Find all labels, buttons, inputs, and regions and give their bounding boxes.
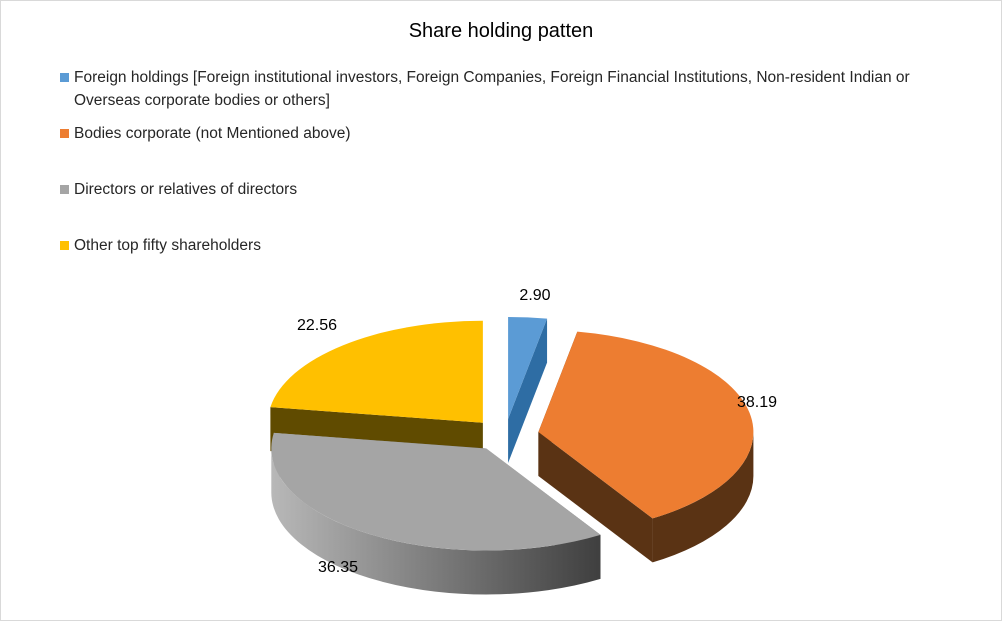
- legend-swatch-bodies-corporate: [60, 129, 69, 138]
- pie-slice-bodies-corporate-wall-outer: [652, 431, 754, 563]
- legend-label-other-top-fifty: Other top fifty shareholders: [74, 237, 261, 254]
- legend-item-bodies-corporate: Bodies corporate (not Mentioned above): [60, 122, 960, 145]
- pie-slice-foreign-holdings: [508, 316, 548, 419]
- data-label-foreign-holdings: 2.90: [519, 287, 550, 304]
- legend-swatch-directors: [60, 185, 69, 194]
- legend-item-directors: Directors or relatives of directors: [60, 178, 960, 201]
- pie-slice-bodies-corporate: [538, 331, 754, 519]
- legend-swatch-foreign-holdings: [60, 73, 69, 82]
- pie-slice-bodies-corporate-wall-end: [538, 431, 653, 563]
- pie-slice-other-top-fifty: [270, 320, 483, 423]
- data-label-directors: 36.35: [318, 559, 358, 576]
- data-label-other-top-fifty: 22.56: [297, 317, 337, 334]
- chart-title: Share holding patten: [408, 20, 594, 42]
- pie-slice-foreign-holdings-wall-end: [508, 318, 548, 463]
- legend-swatch-other-top-fifty: [60, 241, 69, 250]
- pie-slice-directors: [271, 432, 601, 551]
- legend-item-other-top-fifty: Other top fifty shareholders: [60, 234, 960, 257]
- legend-item-foreign-holdings: Foreign holdings [Foreign institutional …: [60, 66, 960, 112]
- legend-label-bodies-corporate: Bodies corporate (not Mentioned above): [74, 125, 351, 142]
- legend-label-directors: Directors or relatives of directors: [74, 181, 298, 198]
- data-label-bodies-corporate: 38.19: [737, 394, 777, 411]
- legend-label-foreign-holdings: Foreign holdings [Foreign institutional …: [74, 69, 910, 109]
- pie-slice-directors-wall-outer: [271, 448, 601, 595]
